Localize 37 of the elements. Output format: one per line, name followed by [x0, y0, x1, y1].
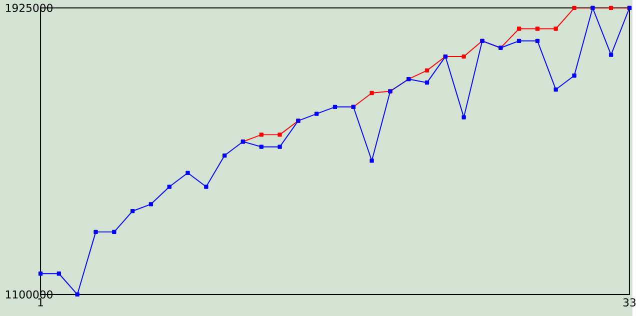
- point: [38, 271, 43, 276]
- point: [148, 202, 154, 206]
- point: [572, 73, 576, 78]
- point: [535, 38, 540, 43]
- x-tick-label: 1: [38, 298, 43, 306]
- point: [370, 90, 374, 95]
- y-tick-label: 1925000: [6, 4, 52, 12]
- point: [332, 104, 338, 109]
- point: [222, 153, 227, 158]
- point: [259, 132, 264, 137]
- point: [259, 144, 264, 149]
- y-tick-label: 1100000: [6, 290, 52, 298]
- point: [278, 132, 282, 137]
- point: [554, 26, 558, 31]
- point: [130, 208, 135, 214]
- point: [94, 230, 98, 234]
- point: [462, 115, 466, 120]
- point: [75, 292, 80, 296]
- point: [462, 54, 466, 59]
- point: [516, 26, 522, 31]
- point: [516, 38, 522, 43]
- point: [554, 87, 558, 92]
- point: [278, 144, 282, 149]
- point: [314, 112, 319, 116]
- point: [56, 271, 62, 276]
- point: [112, 230, 116, 234]
- point: [167, 184, 172, 189]
- point: [204, 184, 208, 189]
- point: [424, 68, 430, 72]
- point: [424, 80, 430, 85]
- point: [186, 170, 190, 175]
- point: [572, 6, 576, 10]
- point: [608, 52, 614, 57]
- point: [535, 26, 540, 31]
- point: [370, 158, 374, 163]
- point: [608, 6, 614, 10]
- x-tick-label: 33: [623, 298, 636, 306]
